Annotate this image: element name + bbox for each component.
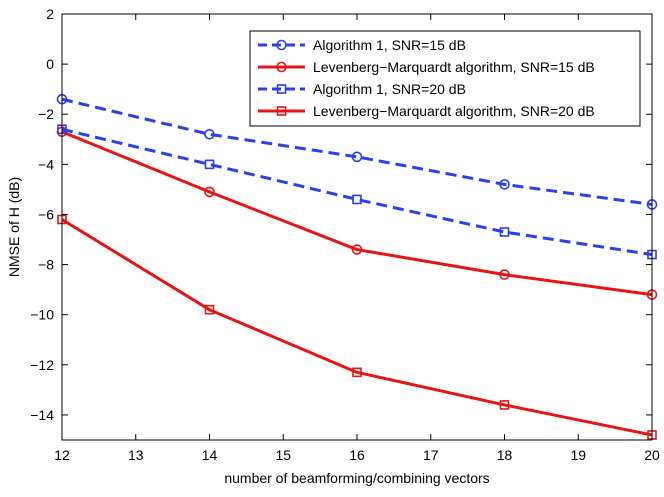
data-point-marker bbox=[351, 151, 363, 163]
data-point-marker bbox=[204, 159, 215, 170]
y-tick-label: −12 bbox=[30, 357, 54, 373]
y-tick-label: −8 bbox=[38, 257, 54, 273]
legend-entry: Levenberg−Marquardt algorithm, SNR=20 dB bbox=[258, 103, 595, 119]
x-tick-label: 17 bbox=[423, 447, 439, 463]
legend: Algorithm 1, SNR=15 dB Levenberg−Marquard… bbox=[249, 30, 641, 127]
y-tick-label: 2 bbox=[46, 6, 54, 22]
data-point-marker bbox=[204, 304, 215, 315]
y-tick-label: −6 bbox=[38, 206, 54, 222]
legend-entry: Algorithm 1, SNR=20 dB bbox=[258, 81, 466, 97]
legend-marker-sample bbox=[276, 84, 287, 94]
data-point-marker bbox=[499, 179, 510, 190]
data-point-marker bbox=[499, 227, 510, 237]
x-tick-label: 13 bbox=[128, 447, 144, 463]
y-tick-label: 0 bbox=[46, 56, 54, 72]
legend-marker-sample bbox=[276, 39, 287, 51]
plot-frame bbox=[61, 13, 653, 441]
legend-entry: Levenberg−Marquardt algorithm, SNR=15 dB bbox=[258, 59, 595, 75]
x-tick-label: 18 bbox=[497, 447, 513, 463]
x-tick-label: 19 bbox=[570, 447, 586, 463]
x-tick-label: 20 bbox=[644, 447, 660, 463]
data-point-marker bbox=[351, 244, 363, 255]
legend-label: Algorithm 1, SNR=15 dB bbox=[313, 37, 466, 53]
data-point-marker bbox=[204, 128, 215, 140]
legend-entry: Algorithm 1, SNR=15 dB bbox=[258, 37, 466, 53]
legend-box bbox=[249, 30, 641, 127]
data-point-marker bbox=[499, 400, 510, 410]
data-point-marker bbox=[352, 194, 362, 205]
y-tick-label: −2 bbox=[38, 106, 54, 122]
data-point-marker bbox=[204, 186, 215, 198]
legend-label: Levenberg−Marquardt algorithm, SNR=20 dB bbox=[313, 103, 595, 119]
y-tick-label: −4 bbox=[38, 156, 54, 172]
legend-label: Algorithm 1, SNR=20 dB bbox=[313, 81, 466, 97]
legend-label: Levenberg−Marquardt algorithm, SNR=15 dB bbox=[313, 59, 595, 75]
series-line bbox=[61, 97, 653, 206]
y-tick-label: −14 bbox=[30, 407, 54, 423]
x-tick-label: 16 bbox=[349, 447, 365, 463]
data-point-marker bbox=[352, 367, 362, 378]
x-axis-label: number of beamforming/combining vectors bbox=[224, 470, 489, 486]
data-point-marker bbox=[499, 269, 510, 280]
legend-marker-sample bbox=[276, 106, 287, 116]
x-tick-label: 14 bbox=[202, 447, 218, 463]
y-axis-label: NMSE of H (dB) bbox=[6, 177, 22, 277]
legend-marker-sample bbox=[276, 61, 287, 73]
x-tick-label: 15 bbox=[275, 447, 291, 463]
y-tick-label: −10 bbox=[30, 307, 54, 323]
series-line bbox=[61, 130, 653, 297]
series-line bbox=[61, 218, 653, 437]
x-tick-label: 12 bbox=[54, 447, 70, 463]
